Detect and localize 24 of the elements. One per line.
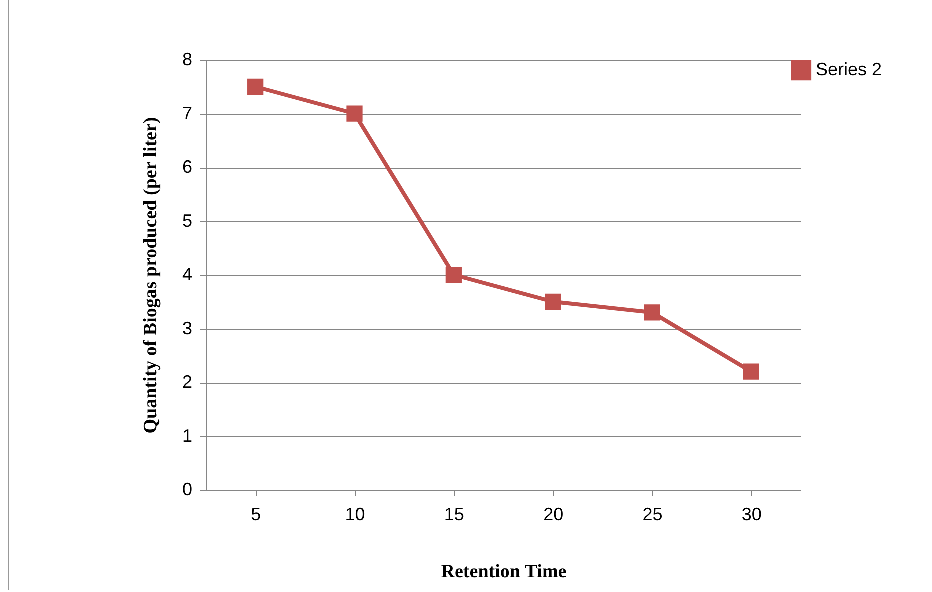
point <box>644 304 660 321</box>
y-tick-label: 8 <box>182 50 192 70</box>
x-tick-label: 10 <box>345 504 366 524</box>
point <box>346 106 363 122</box>
x-axis-title: Retention Time <box>441 562 567 582</box>
x-tick-label: 20 <box>544 504 564 524</box>
point <box>743 364 760 380</box>
point <box>446 266 462 284</box>
point <box>248 78 264 95</box>
y-tick-label: 0 <box>182 480 192 500</box>
legend-label: Series 2 <box>816 60 882 80</box>
y-tick-label: 1 <box>182 426 192 446</box>
y-tick-label: 7 <box>182 103 192 124</box>
y-tick-label: 5 <box>182 210 192 231</box>
x-tick-label: 5 <box>251 504 262 524</box>
x-tick-label: 30 <box>742 504 762 524</box>
x-tick-label: 15 <box>444 504 464 524</box>
y-tick-label: 4 <box>182 264 192 284</box>
y-tick-label: 3 <box>182 318 192 338</box>
y-tick-label: 6 <box>182 157 192 177</box>
point <box>545 294 562 310</box>
x-tick-label: 25 <box>642 504 663 524</box>
y-axis-title: Quantity of Biogas produced (per liter) <box>140 117 162 434</box>
y-tick-label: 2 <box>182 372 192 392</box>
